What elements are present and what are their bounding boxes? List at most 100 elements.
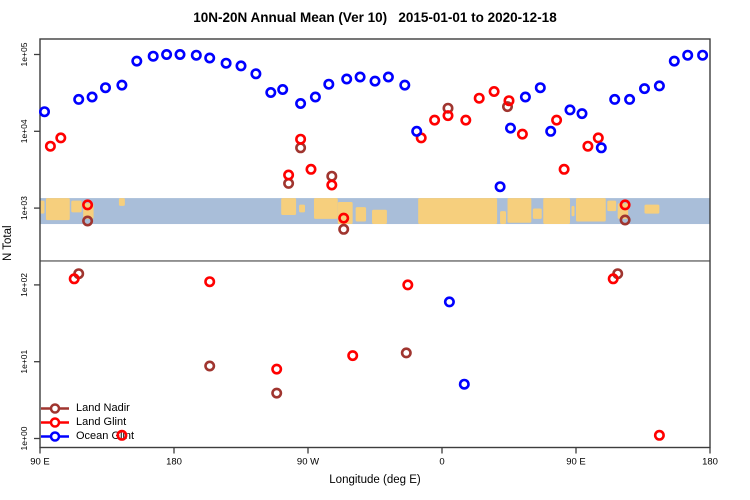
point-ocean-glint bbox=[220, 57, 232, 69]
point-land-glint bbox=[516, 128, 528, 140]
point-land-nadir bbox=[295, 142, 307, 154]
legend-label-land-nadir: Land Nadir bbox=[76, 402, 130, 414]
ocean-glint-marker-icon bbox=[41, 430, 69, 442]
point-land-glint bbox=[488, 86, 500, 98]
map-band-land bbox=[543, 198, 571, 225]
point-land-glint bbox=[82, 199, 94, 211]
point-land-glint bbox=[338, 212, 350, 224]
point-land-glint bbox=[558, 163, 570, 175]
point-ocean-glint bbox=[295, 98, 307, 110]
map-band-land bbox=[372, 209, 387, 225]
y-axis-title: N Total bbox=[2, 225, 14, 261]
chart-title: 10N-20N Annual Mean (Ver 10) 2015-01-01 … bbox=[193, 10, 557, 25]
y-tick-label: 1e+02 bbox=[19, 273, 29, 297]
legend-item-land-glint: Land Glint bbox=[40, 415, 134, 429]
point-ocean-glint bbox=[86, 91, 98, 103]
point-land-nadir bbox=[619, 214, 631, 226]
point-ocean-glint bbox=[369, 75, 381, 87]
x-axis-title: Longitude (deg E) bbox=[329, 474, 421, 486]
y-tick-label: 1e+05 bbox=[19, 42, 29, 66]
point-ocean-glint bbox=[204, 52, 216, 64]
x-tick-label: 90 E bbox=[30, 457, 50, 468]
point-land-glint bbox=[592, 132, 604, 144]
point-land-glint bbox=[473, 92, 485, 104]
map-band-land bbox=[507, 198, 532, 223]
point-ocean-glint bbox=[609, 93, 621, 105]
point-land-glint bbox=[402, 279, 414, 291]
point-land-glint bbox=[619, 199, 631, 211]
point-ocean-glint bbox=[190, 49, 202, 61]
point-ocean-glint bbox=[382, 71, 394, 83]
point-ocean-glint bbox=[235, 60, 247, 72]
y-tick-label: 1e+00 bbox=[19, 426, 29, 450]
point-ocean-glint bbox=[38, 106, 50, 118]
legend-item-land-nadir: Land Nadir bbox=[40, 401, 134, 415]
point-ocean-glint bbox=[354, 71, 366, 83]
map-band-land bbox=[576, 198, 606, 222]
point-land-glint bbox=[55, 132, 67, 144]
x-tick-label: 90 W bbox=[297, 457, 319, 468]
point-ocean-glint bbox=[116, 79, 128, 91]
point-land-nadir bbox=[204, 360, 216, 372]
map-band-land bbox=[281, 198, 297, 215]
y-tick-label: 1e+01 bbox=[19, 349, 29, 373]
point-ocean-glint bbox=[653, 80, 665, 92]
point-land-glint bbox=[653, 429, 665, 441]
map-band-land bbox=[40, 200, 45, 214]
point-ocean-glint bbox=[564, 104, 576, 116]
point-land-glint bbox=[551, 114, 563, 126]
point-land-glint bbox=[283, 169, 295, 181]
point-ocean-glint bbox=[697, 49, 709, 61]
map-band-land bbox=[299, 204, 306, 213]
y-tick-label: 1e+04 bbox=[19, 119, 29, 143]
point-ocean-glint bbox=[309, 91, 321, 103]
map-band-land bbox=[313, 198, 338, 219]
map-band-land bbox=[118, 198, 125, 206]
point-land-glint bbox=[347, 350, 359, 362]
point-ocean-glint bbox=[624, 93, 636, 105]
point-ocean-glint bbox=[519, 91, 531, 103]
map-band-land bbox=[607, 200, 617, 212]
point-land-glint bbox=[68, 273, 80, 285]
land-glint-marker-icon bbox=[41, 416, 69, 428]
point-ocean-glint bbox=[411, 125, 423, 137]
point-ocean-glint bbox=[399, 79, 411, 91]
point-ocean-glint bbox=[443, 296, 455, 308]
point-land-glint bbox=[582, 140, 594, 152]
land-nadir-marker-icon bbox=[41, 402, 69, 414]
point-ocean-glint bbox=[323, 78, 335, 90]
point-land-glint bbox=[460, 114, 472, 126]
point-ocean-glint bbox=[638, 83, 650, 95]
point-ocean-glint bbox=[147, 50, 159, 62]
point-ocean-glint bbox=[277, 84, 289, 96]
point-ocean-glint bbox=[576, 108, 588, 120]
point-land-nadir bbox=[82, 215, 94, 227]
point-ocean-glint bbox=[504, 122, 516, 134]
point-ocean-glint bbox=[534, 82, 546, 94]
point-ocean-glint bbox=[682, 49, 694, 61]
map-band-land bbox=[500, 211, 507, 225]
point-land-glint bbox=[271, 363, 283, 375]
point-ocean-glint bbox=[265, 87, 277, 99]
map-band-land bbox=[45, 198, 70, 221]
point-land-glint bbox=[295, 133, 307, 145]
map-band-land bbox=[571, 205, 575, 217]
point-land-glint bbox=[204, 276, 216, 288]
x-tick-label: 0 bbox=[439, 457, 444, 468]
point-ocean-glint bbox=[458, 378, 470, 390]
point-land-glint bbox=[326, 179, 338, 191]
y-tick-label: 1e+03 bbox=[19, 196, 29, 220]
x-tick-label: 180 bbox=[702, 457, 718, 468]
point-land-nadir bbox=[400, 347, 412, 359]
map-band-land bbox=[644, 204, 660, 214]
point-ocean-glint bbox=[341, 73, 353, 85]
point-land-glint bbox=[607, 273, 619, 285]
point-land-glint bbox=[442, 110, 454, 122]
point-ocean-glint bbox=[545, 125, 557, 137]
plot-border bbox=[39, 38, 711, 449]
map-band-land bbox=[355, 207, 367, 222]
point-land-nadir bbox=[501, 101, 513, 113]
point-land-nadir bbox=[338, 223, 350, 235]
point-ocean-glint bbox=[595, 142, 607, 154]
